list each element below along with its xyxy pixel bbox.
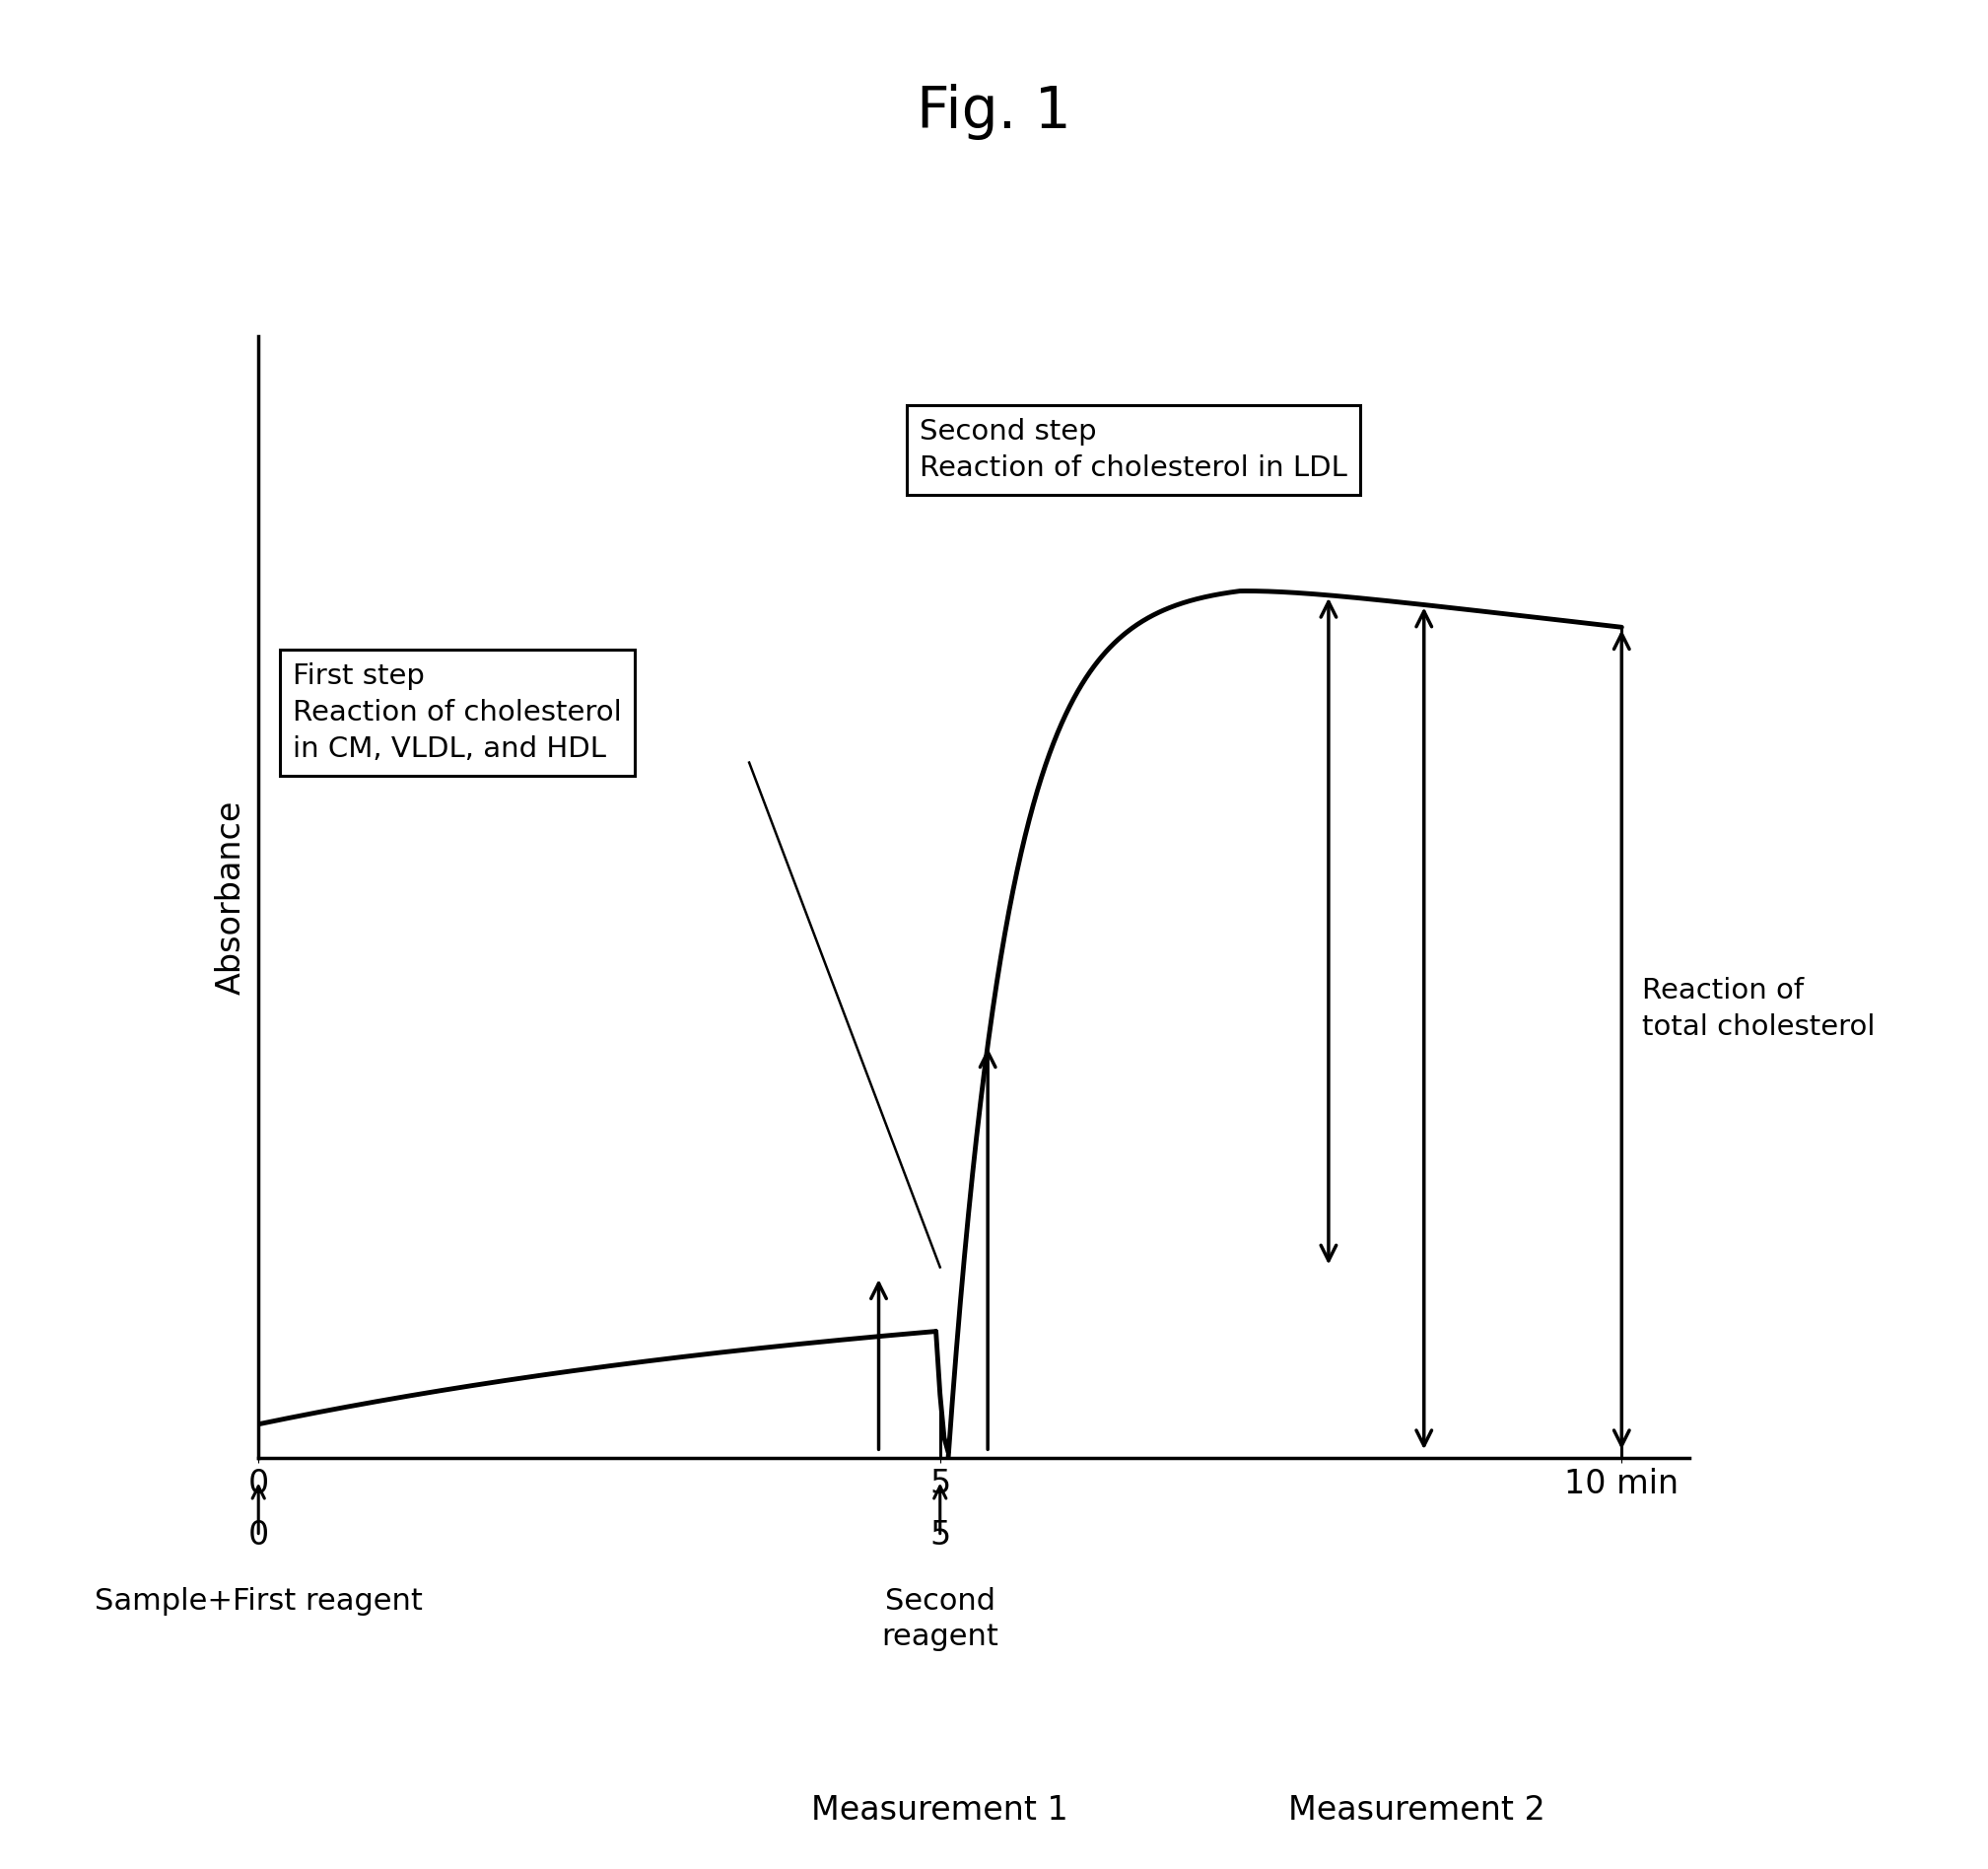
Y-axis label: Absorbance: Absorbance xyxy=(215,800,247,994)
Text: Reaction of
total cholesterol: Reaction of total cholesterol xyxy=(1642,977,1875,1041)
Text: First step
Reaction of cholesterol
in CM, VLDL, and HDL: First step Reaction of cholesterol in CM… xyxy=(292,662,622,763)
Text: Measurement 1: Measurement 1 xyxy=(811,1794,1068,1826)
Text: Measurement 2: Measurement 2 xyxy=(1288,1794,1547,1826)
Text: Fig. 1: Fig. 1 xyxy=(916,84,1072,140)
Text: 5: 5 xyxy=(930,1519,950,1551)
Text: 0: 0 xyxy=(248,1519,268,1551)
Text: Second
reagent: Second reagent xyxy=(881,1587,998,1650)
Text: Sample+First reagent: Sample+First reagent xyxy=(93,1587,423,1615)
Text: Second step
Reaction of cholesterol in LDL: Second step Reaction of cholesterol in L… xyxy=(920,419,1348,482)
